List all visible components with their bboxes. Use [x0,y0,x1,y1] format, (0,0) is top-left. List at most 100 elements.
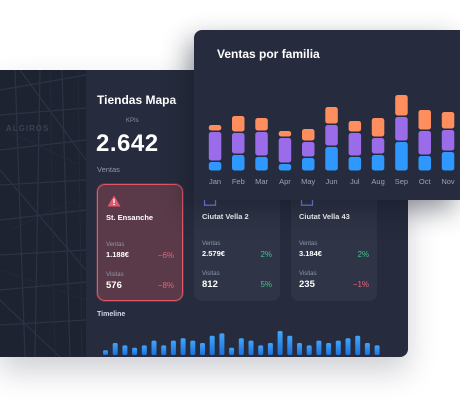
timeline-bar[interactable] [277,331,283,355]
bar-segment-sep-0[interactable] [395,142,408,171]
bar-segment-apr-2[interactable] [278,131,292,137]
x-tick-label: Feb [232,177,245,186]
timeline-bar[interactable] [112,343,118,355]
bar-segment-jul-0[interactable] [348,157,362,171]
timeline-bar[interactable] [132,347,138,355]
kpi-value: 2.642 [96,130,159,157]
bar-segment-mar-2[interactable] [255,118,268,131]
kpi-caption: Ventas [97,165,120,174]
warning-icon [107,195,121,207]
bar-segment-jan-0[interactable] [208,162,222,171]
x-tick-label: Jul [350,177,360,186]
bar-segment-jul-2[interactable] [348,121,362,132]
x-tick-label: Mar [255,177,268,186]
timeline-bar[interactable] [316,340,322,355]
ventas-value: 3.184€ [299,249,322,258]
bar-segment-oct-0[interactable] [418,156,432,171]
bar-segment-nov-1[interactable] [441,130,455,151]
bar-segment-jan-2[interactable] [208,125,222,131]
timeline-bar[interactable] [355,335,361,355]
bar-segment-nov-2[interactable] [441,112,455,129]
x-tick-label: May [301,177,315,186]
ventas-value: 2.579€ [202,249,225,258]
sales-by-family-chart[interactable]: Jan Feb Mar Apr May Jun Jul Aug Sep Oct Nov [194,30,460,200]
timeline-bar[interactable] [190,340,196,355]
map-district-label: ALGIROS [6,124,50,133]
store-card-ciutat-vella-43[interactable]: Ciutat Vella 43 Ventas 3.184€ 2% Visitas… [291,184,377,301]
ventas-delta: 2% [357,250,369,259]
timeline-bar[interactable] [103,350,108,355]
bar-segment-feb-0[interactable] [232,155,245,171]
bar-segment-may-2[interactable] [302,129,315,141]
timeline-bar[interactable] [229,347,235,355]
bar-segment-feb-2[interactable] [232,116,245,132]
timeline-bar[interactable] [345,338,351,355]
x-tick-label: Aug [371,177,384,186]
bar-segment-apr-0[interactable] [278,164,292,171]
timeline-bar[interactable] [248,340,254,355]
timeline-bar[interactable] [141,345,147,355]
map-streets [0,70,86,357]
timeline-bar[interactable] [306,345,312,355]
x-tick-label: Jan [209,177,221,186]
timeline-bar[interactable] [200,343,205,355]
timeline-bar[interactable] [297,343,302,355]
store-name: Ciutat Vella 43 [299,212,350,221]
timeline-bar[interactable] [364,343,370,355]
bar-segment-nov-0[interactable] [441,152,455,171]
timeline-bar[interactable] [335,340,341,355]
bar-segment-jan-1[interactable] [208,132,222,161]
visitas-label: Visitas [202,271,220,277]
bar-segment-mar-0[interactable] [255,157,268,171]
bar-segment-apr-1[interactable] [278,138,292,163]
timeline-bar[interactable] [258,345,264,355]
bar-segment-aug-2[interactable] [371,118,385,137]
bar-segment-oct-2[interactable] [418,110,432,130]
visitas-value: 812 [202,279,218,290]
panel-title: Tiendas Mapa [97,93,177,107]
visitas-value: 235 [299,279,315,290]
bar-segment-feb-1[interactable] [232,133,245,154]
timeline-bar[interactable] [180,338,186,355]
store-card-ciutat-vella-2[interactable]: Ciutat Vella 2 Ventas 2.579€ 2% Visitas … [194,184,280,301]
store-name: Ciutat Vella 2 [202,212,249,221]
bar-segment-may-0[interactable] [302,158,315,171]
timeline-chart[interactable] [0,70,408,357]
timeline-bar[interactable] [238,338,244,355]
timeline-bar[interactable] [267,343,273,355]
ventas-delta: 2% [260,250,272,259]
ventas-label: Ventas [106,242,125,248]
x-tick-label: Nov [441,177,455,186]
bar-segment-sep-2[interactable] [395,95,408,116]
visitas-delta: −1% [352,280,369,289]
ventas-label: Ventas [299,241,318,247]
timeline-bar[interactable] [219,333,225,355]
timeline-bar[interactable] [374,345,380,355]
timeline-bar[interactable] [161,345,167,355]
bar-segment-jun-0[interactable] [325,147,338,171]
timeline-bar[interactable] [326,343,332,355]
timeline-bar[interactable] [209,335,215,355]
visitas-delta: 5% [260,280,272,289]
x-tick-label: Apr [279,177,291,186]
bar-segment-jun-1[interactable] [325,125,338,146]
chart-title: Ventas por familia [217,47,320,61]
store-map[interactable]: ALGIROS [0,70,86,357]
bar-segment-may-1[interactable] [302,142,315,157]
timeline-bar[interactable] [122,345,128,355]
bar-segment-jul-1[interactable] [348,133,362,156]
timeline-bar[interactable] [170,340,176,355]
timeline-bar[interactable] [287,335,293,355]
x-tick-label: Oct [419,177,432,186]
store-card-st-ensanche[interactable]: St. Ensanche Ventas 1.188€ −6% Visitas 5… [97,184,183,301]
bar-segment-sep-1[interactable] [395,117,408,141]
timeline-label: Timeline [97,311,126,318]
sales-by-family-card: Ventas por familia Jan Feb Mar Apr May Jun Jul… [194,30,460,200]
bar-segment-aug-1[interactable] [371,138,385,154]
bar-segment-jun-2[interactable] [325,107,338,124]
ventas-label: Ventas [202,241,221,247]
bar-segment-oct-1[interactable] [418,131,432,155]
bar-segment-aug-0[interactable] [371,155,385,171]
timeline-bar[interactable] [151,340,157,355]
bar-segment-mar-1[interactable] [255,132,268,156]
